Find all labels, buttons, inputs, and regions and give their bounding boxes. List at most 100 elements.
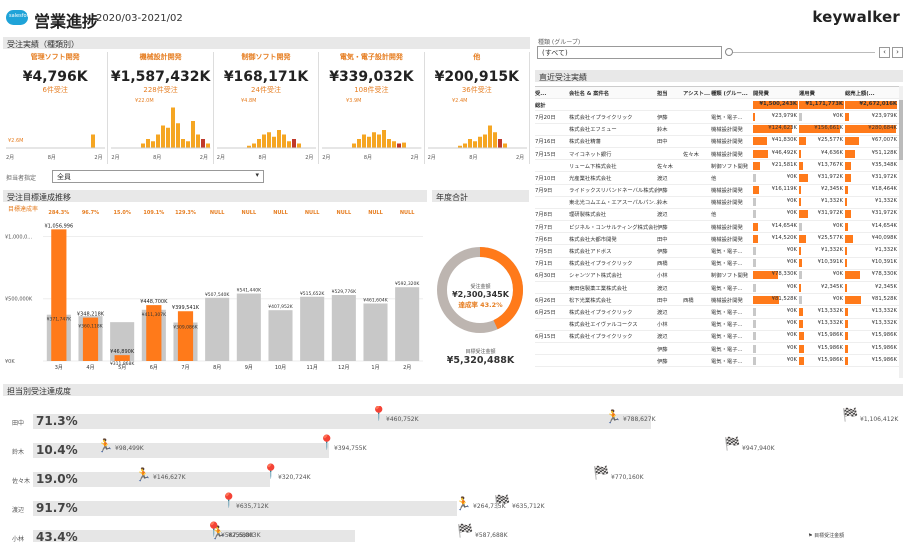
table-row[interactable]: 7月1日 株式会社イプライクリック 西橋 電気・電子... ¥0K ¥10,391K ¥10… [535,258,899,270]
table-cell: 光産業社株式会社 [569,175,612,182]
group-slider-handle[interactable] [725,48,733,56]
table-cell: 機械設計開発 [711,139,743,146]
cell-value: ¥25,577K [817,234,843,241]
bar-cell: ¥23,979K [753,112,799,122]
group-filter-select[interactable]: (すべて) [537,46,722,59]
progress-track [33,414,652,429]
kpi-mini-bar [181,139,186,148]
table-cell: 田中 [657,297,668,304]
table-row[interactable]: 7月8日 理研製株式会社 渡辺 他 ¥0K ¥31,972K ¥31,972K [535,209,899,222]
kpi-panel: 電気・電子設計開発 ¥339,032K 108件受注 ¥3.9M 2月 8月 2月 [319,52,425,164]
table-scrollbar[interactable] [899,86,903,378]
cell-value: ¥1,500,243K [759,100,797,107]
cell-bar [753,234,758,243]
table-row[interactable]: 7月20日 株式会社イプライクリック 伊藤 電気・電子... ¥23,979K ¥0K ¥2… [535,111,899,124]
kpi-axis-tick: 2月 [322,155,331,161]
table-row[interactable]: 7月16日 株式会社精藩 田中 機械設計開発 ¥41,830K ¥25,577K ¥67,0… [535,136,899,148]
annual-center: 受注金額 ¥2,300,345K 達成率 43.2% [432,283,529,309]
kpi-mini-chart: ¥4.8M [216,98,317,149]
bar-cell: ¥67,007K [845,136,899,146]
actual-bar [82,317,99,361]
table-row[interactable]: 6月15日 株式会社イプライクリック 渡辺 電気・電子... ¥0K ¥15,986K ¥1… [535,331,899,343]
bar-cell: ¥15,986K [799,344,845,354]
cell-bar [799,259,802,268]
cell-value: ¥13,332K [817,320,843,327]
kpi-mini-max-label: ¥2.6M [8,138,23,144]
table-row[interactable]: 東北光コムエム・エアスーパルパン... 鈴木 機械設計開発 ¥0K ¥1,332K ¥1,… [535,197,899,209]
kpi-axis-tick: 2月 [94,155,103,161]
table-row[interactable]: 伊藤 電気・電子... ¥0K ¥15,986K ¥15,986K [535,355,899,368]
bar-cell: ¥10,391K [845,258,899,268]
bar-cell: ¥2,345K [799,185,845,195]
cell-value: ¥31,972K [817,173,843,180]
table-row[interactable]: 7月6日 株式会社大都市開発 田中 機械設計開発 ¥14,520K ¥25,577K ¥40… [535,233,899,246]
table-cell: 7月8日 [535,212,553,219]
progress-percent: 91.7% [36,501,78,515]
x-tick-label: 11月 [306,365,317,371]
table-row[interactable]: 7月10日 光産業社株式会社 渡辺 他 ¥0K ¥31,972K ¥31,972K [535,172,899,185]
table-header: 受... 会社名 & 案件名 担当 アシスト... 種類 (グルー... 開発費 運用費 総売… [535,87,899,100]
table-row[interactable]: リューム下株式会社 佐々木 制御ソフト開発 ¥21,581K ¥13,767K ¥35,3… [535,160,899,173]
table-row[interactable]: 伊藤 電気・電子... ¥0K ¥15,986K ¥15,986K [535,343,899,356]
prev-button[interactable]: ‹ [879,47,890,58]
kpi-mini-bar [457,145,462,148]
owner-filter-select[interactable]: 全員 ▾ [52,170,264,183]
kpi-mini-bar [372,132,377,148]
cell-value: ¥10,391K [817,259,843,266]
achievement-rate-label: NULL [273,210,288,216]
bar-cell: ¥1,332K [845,246,899,256]
kpi-mini-chart: ¥22.0M [111,98,211,149]
table-row[interactable]: 6月26日 松下光業株式会社 田中 西橋 機械設計開発 ¥81,528K ¥0K ¥81,52… [535,294,899,307]
runner-value: ¥146,627K [153,474,186,481]
bar-cell: ¥31,972K [845,209,899,219]
x-tick-label: 4月 [86,365,94,371]
map-pin-icon: 📍 [262,464,280,480]
table-total-row: 総計 ¥1,500,243K ¥1,171,773K ¥2,672,016K [535,99,899,112]
table-cell: 田中 [657,139,668,146]
table-row[interactable]: 株式会社エフミュー 鈴木 機械設計開発 ¥124,623K ¥156,661K ¥280,… [535,124,899,136]
table-row[interactable]: 7月15日 マイコネット銀行 佐々木 機械設計開発 ¥46,492K ¥4,636K ¥51… [535,148,899,161]
kpi-mini-bar [141,143,146,148]
table-row[interactable]: 7月7日 ピジネル・コンサルティング株式会社 伊藤 機械設計開発 ¥14,654K ¥0K… [535,221,899,234]
cell-value: ¥13,332K [817,307,843,314]
x-tick-label: 7月 [181,365,189,371]
achievement-rate-label: NULL [210,210,225,216]
achievement-rate-label: 109.1% [143,210,164,216]
target-bar [331,295,356,361]
map-pin-icon: 📍 [205,522,223,538]
bar-cell: ¥0K [753,356,799,366]
table-row[interactable]: 東田信製薬工業株式会社 渡辺 電気・電子... ¥0K ¥2,345K ¥2,345K [535,282,899,295]
cell-bar [753,210,756,219]
salesforce-logo: salesforce [6,10,34,25]
table-row[interactable]: 6月30日 シャンツアト株式会社 小林 制御ソフト開発 ¥78,330K ¥0K ¥78,3… [535,270,899,282]
table-row[interactable]: 株式会社エイヴァルコークス 小林 電気・電子... ¥0K ¥13,332K ¥13,33… [535,319,899,331]
group-slider-track[interactable] [727,52,875,53]
target-value-label: ¥515,652K [300,291,325,297]
cell-value: ¥14,520K [771,234,797,241]
cell-value: ¥1,332K [874,247,897,254]
owner-filter-value: 全員 [57,173,71,181]
bar-cell: ¥16,119K [753,185,799,195]
kpi-axis-tick: 8月 [469,155,478,161]
table-cell: 電気・電子... [711,358,743,365]
bar-cell: ¥51,128K [845,149,899,159]
bar-cell: ¥0K [753,246,799,256]
cell-bar [799,186,801,195]
kpi-mini-bar [472,141,477,148]
cell-bar [799,125,841,134]
kpi-mini-bar [362,134,367,148]
table-cell: 担当 [657,90,668,97]
table-row[interactable]: 7月5日 株式会社アドボス 伊藤 電気・電子... ¥0K ¥1,332K ¥1,332K [535,245,899,258]
bar-cell: ¥0K [753,197,799,207]
cell-bar [753,247,756,256]
cell-value: ¥0K [786,259,797,266]
table-row[interactable]: 6月25日 株式会社イプライクリック 渡辺 電気・電子... ¥0K ¥13,332K ¥1… [535,306,899,319]
next-button[interactable]: › [892,47,903,58]
progress-row: 佐々木 19.0% 🏃 ¥146,627K 📍 ¥320,724K 🏁 ¥770,160K [0,464,906,492]
table-cell: 東北光コムエム・エアスーパルパン... [569,200,657,207]
cell-bar [753,198,756,207]
table-scrollbar-thumb[interactable] [899,100,903,160]
cell-value: ¥67,007K [871,137,897,144]
table-row[interactable]: 7月9日 ライドックスリバンドネーバル株式会... 伊藤 機械設計開発 ¥16,119K… [535,185,899,197]
actual-bar [146,305,162,361]
